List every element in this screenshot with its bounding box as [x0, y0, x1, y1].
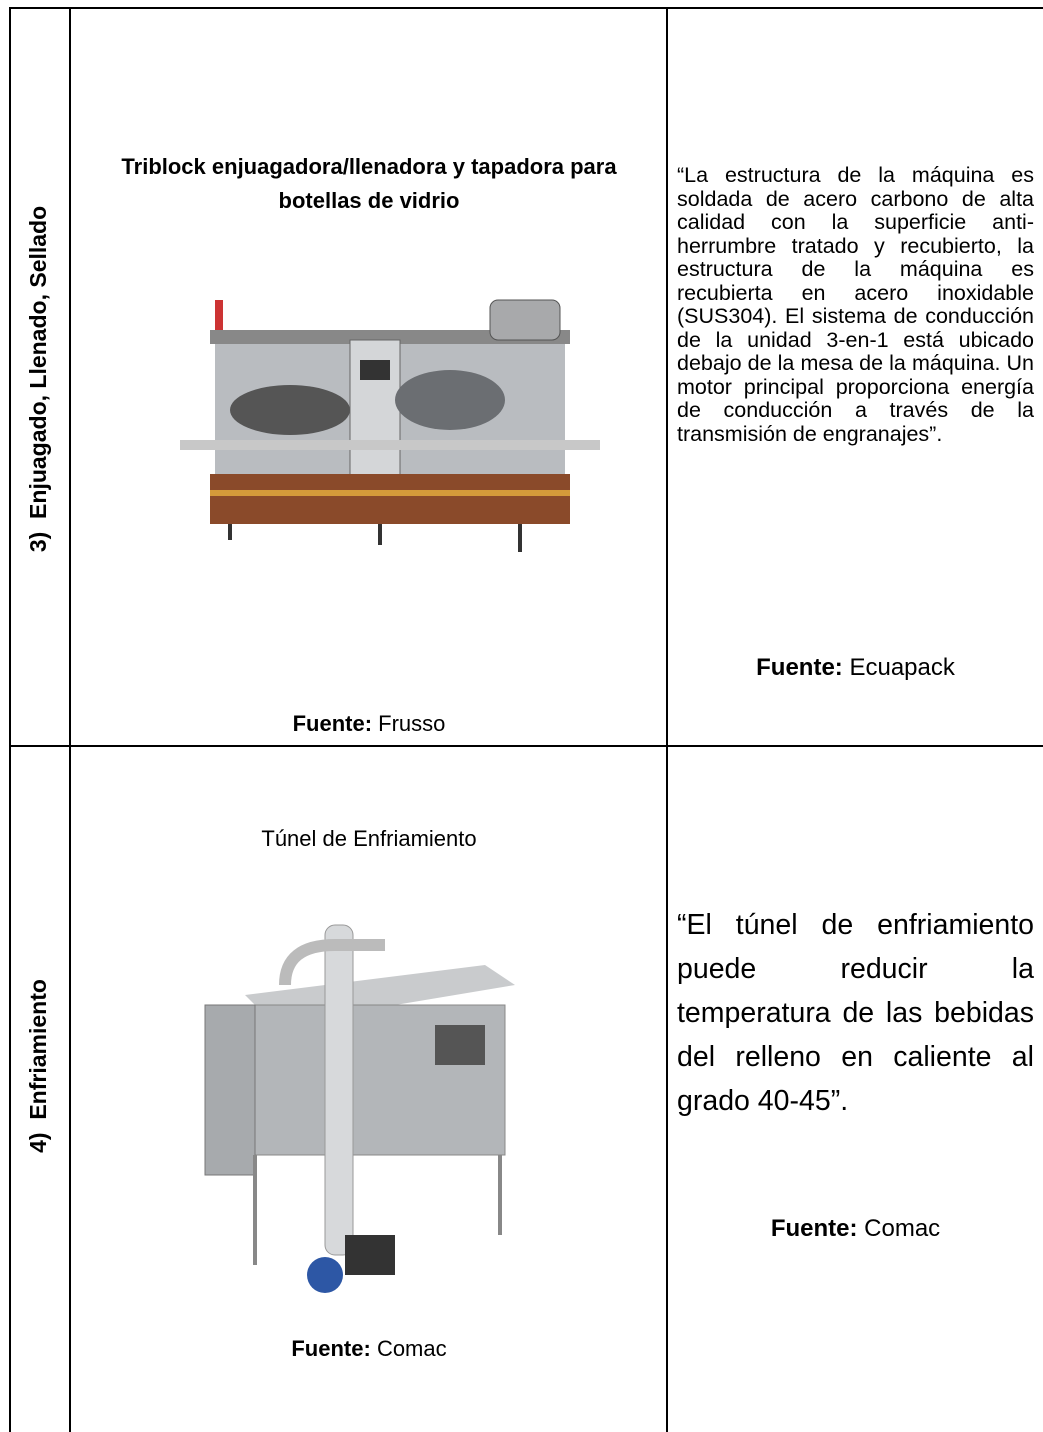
source-label: Fuente: — [770, 1215, 858, 1242]
source-name: Comac — [376, 1336, 447, 1361]
row-border — [10, 745, 1043, 747]
image-title: Túnel de Enfriamiento — [261, 826, 477, 851]
source-name: Frusso — [378, 711, 446, 736]
table-border — [10, 7, 1043, 9]
description: “El túnel de enfriamiento puede reducir … — [677, 909, 1034, 1117]
machine-image — [204, 924, 515, 1293]
source-name: Ecuapack — [849, 654, 955, 681]
column-border — [69, 7, 71, 1432]
stage-label: 4) Enfriamiento — [25, 979, 51, 1153]
column-border — [666, 7, 668, 1432]
image-source: Fuente: Frusso — [72, 711, 666, 737]
description-source: Fuente: Ecuapack — [668, 654, 1043, 682]
source-name: Comac — [864, 1215, 941, 1242]
machine-image — [180, 299, 600, 552]
source-label: Fuente: — [291, 1336, 371, 1361]
source-label: Fuente: — [292, 711, 373, 736]
table-border — [9, 7, 11, 1432]
image-title: Triblock enjuagadora/llenadora y tapador… — [121, 154, 635, 213]
stage-label: 3) Enjuagado, Llenado, Sellado — [25, 205, 51, 553]
image-source: Fuente: Comac — [72, 1336, 666, 1362]
source-label: Fuente: — [756, 654, 843, 681]
description-source: Fuente: Comac — [668, 1215, 1043, 1243]
description: “La estructura de la máquina es soldada … — [677, 163, 1034, 446]
